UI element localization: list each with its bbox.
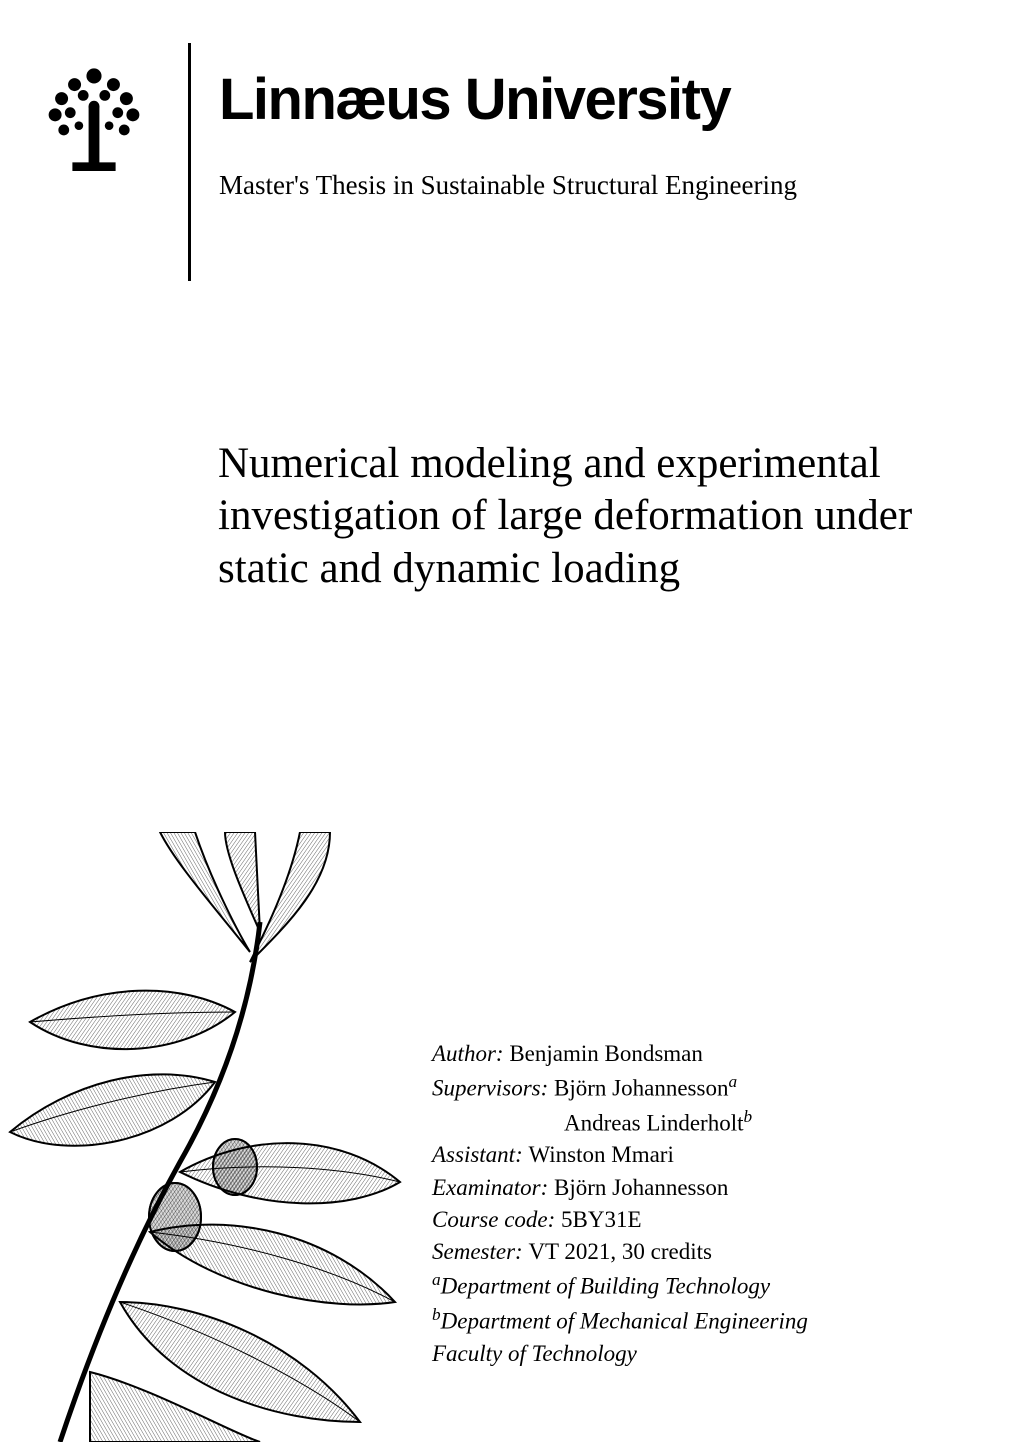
course-code-row: Course code: 5BY31E	[432, 1204, 808, 1236]
affiliation-b-ref: b	[432, 1305, 441, 1324]
logo-container	[0, 43, 188, 195]
supervisor-1-name: Björn Johannesson	[554, 1075, 728, 1100]
botanical-illustration	[0, 832, 415, 1442]
supervisor-1-note: a	[728, 1072, 737, 1091]
examinator-row: Examinator: Björn Johannesson	[432, 1172, 808, 1204]
affiliation-b-text: Department of Mechanical Engineering	[441, 1309, 808, 1334]
assistant-row: Assistant: Winston Mmari	[432, 1139, 808, 1171]
credits-block: Author: Benjamin Bondsman Supervisors: B…	[432, 1038, 808, 1371]
faculty-text: Faculty of Technology	[432, 1341, 637, 1366]
linnaea-plant-icon	[0, 1429, 415, 1442]
header-text: Linnæus University Master's Thesis in Su…	[191, 43, 970, 203]
affiliation-a-text: Department of Building Technology	[441, 1274, 770, 1299]
affiliation-a-ref: a	[432, 1270, 441, 1289]
examinator-label: Examinator:	[432, 1175, 554, 1200]
author-row: Author: Benjamin Bondsman	[432, 1038, 808, 1070]
assistant-name: Winston Mmari	[528, 1142, 673, 1167]
assistant-label: Assistant:	[432, 1142, 528, 1167]
header: Linnæus University Master's Thesis in Su…	[0, 43, 970, 281]
supervisors-row-2: Andreas Linderholtb	[432, 1105, 808, 1140]
supervisors-row-1: Supervisors: Björn Johannessona	[432, 1070, 808, 1105]
semester-label: Semester:	[432, 1239, 528, 1264]
affiliation-b: bDepartment of Mechanical Engineering	[432, 1303, 808, 1338]
course-code-label: Course code:	[432, 1207, 561, 1232]
supervisor-2-note: b	[743, 1107, 752, 1126]
cover-page: Linnæus University Master's Thesis in Su…	[0, 0, 1020, 1442]
linnaeus-tree-logo-icon	[40, 63, 148, 176]
thesis-title: Numerical modeling and experimental inve…	[218, 438, 930, 595]
semester-value: VT 2021, 30 credits	[528, 1239, 712, 1264]
semester-row: Semester: VT 2021, 30 credits	[432, 1236, 808, 1268]
author-label: Author:	[432, 1041, 509, 1066]
examinator-name: Björn Johannesson	[554, 1175, 728, 1200]
supervisor-2-name: Andreas Linderholt	[564, 1110, 743, 1135]
supervisors-label: Supervisors:	[432, 1075, 554, 1100]
university-wordmark: Linnæus University	[219, 71, 970, 129]
course-code-value: 5BY31E	[561, 1207, 642, 1232]
affiliation-a: aDepartment of Building Technology	[432, 1268, 808, 1303]
thesis-subtitle: Master's Thesis in Sustainable Structura…	[219, 167, 914, 203]
faculty-row: Faculty of Technology	[432, 1338, 808, 1370]
author-name: Benjamin Bondsman	[509, 1041, 703, 1066]
